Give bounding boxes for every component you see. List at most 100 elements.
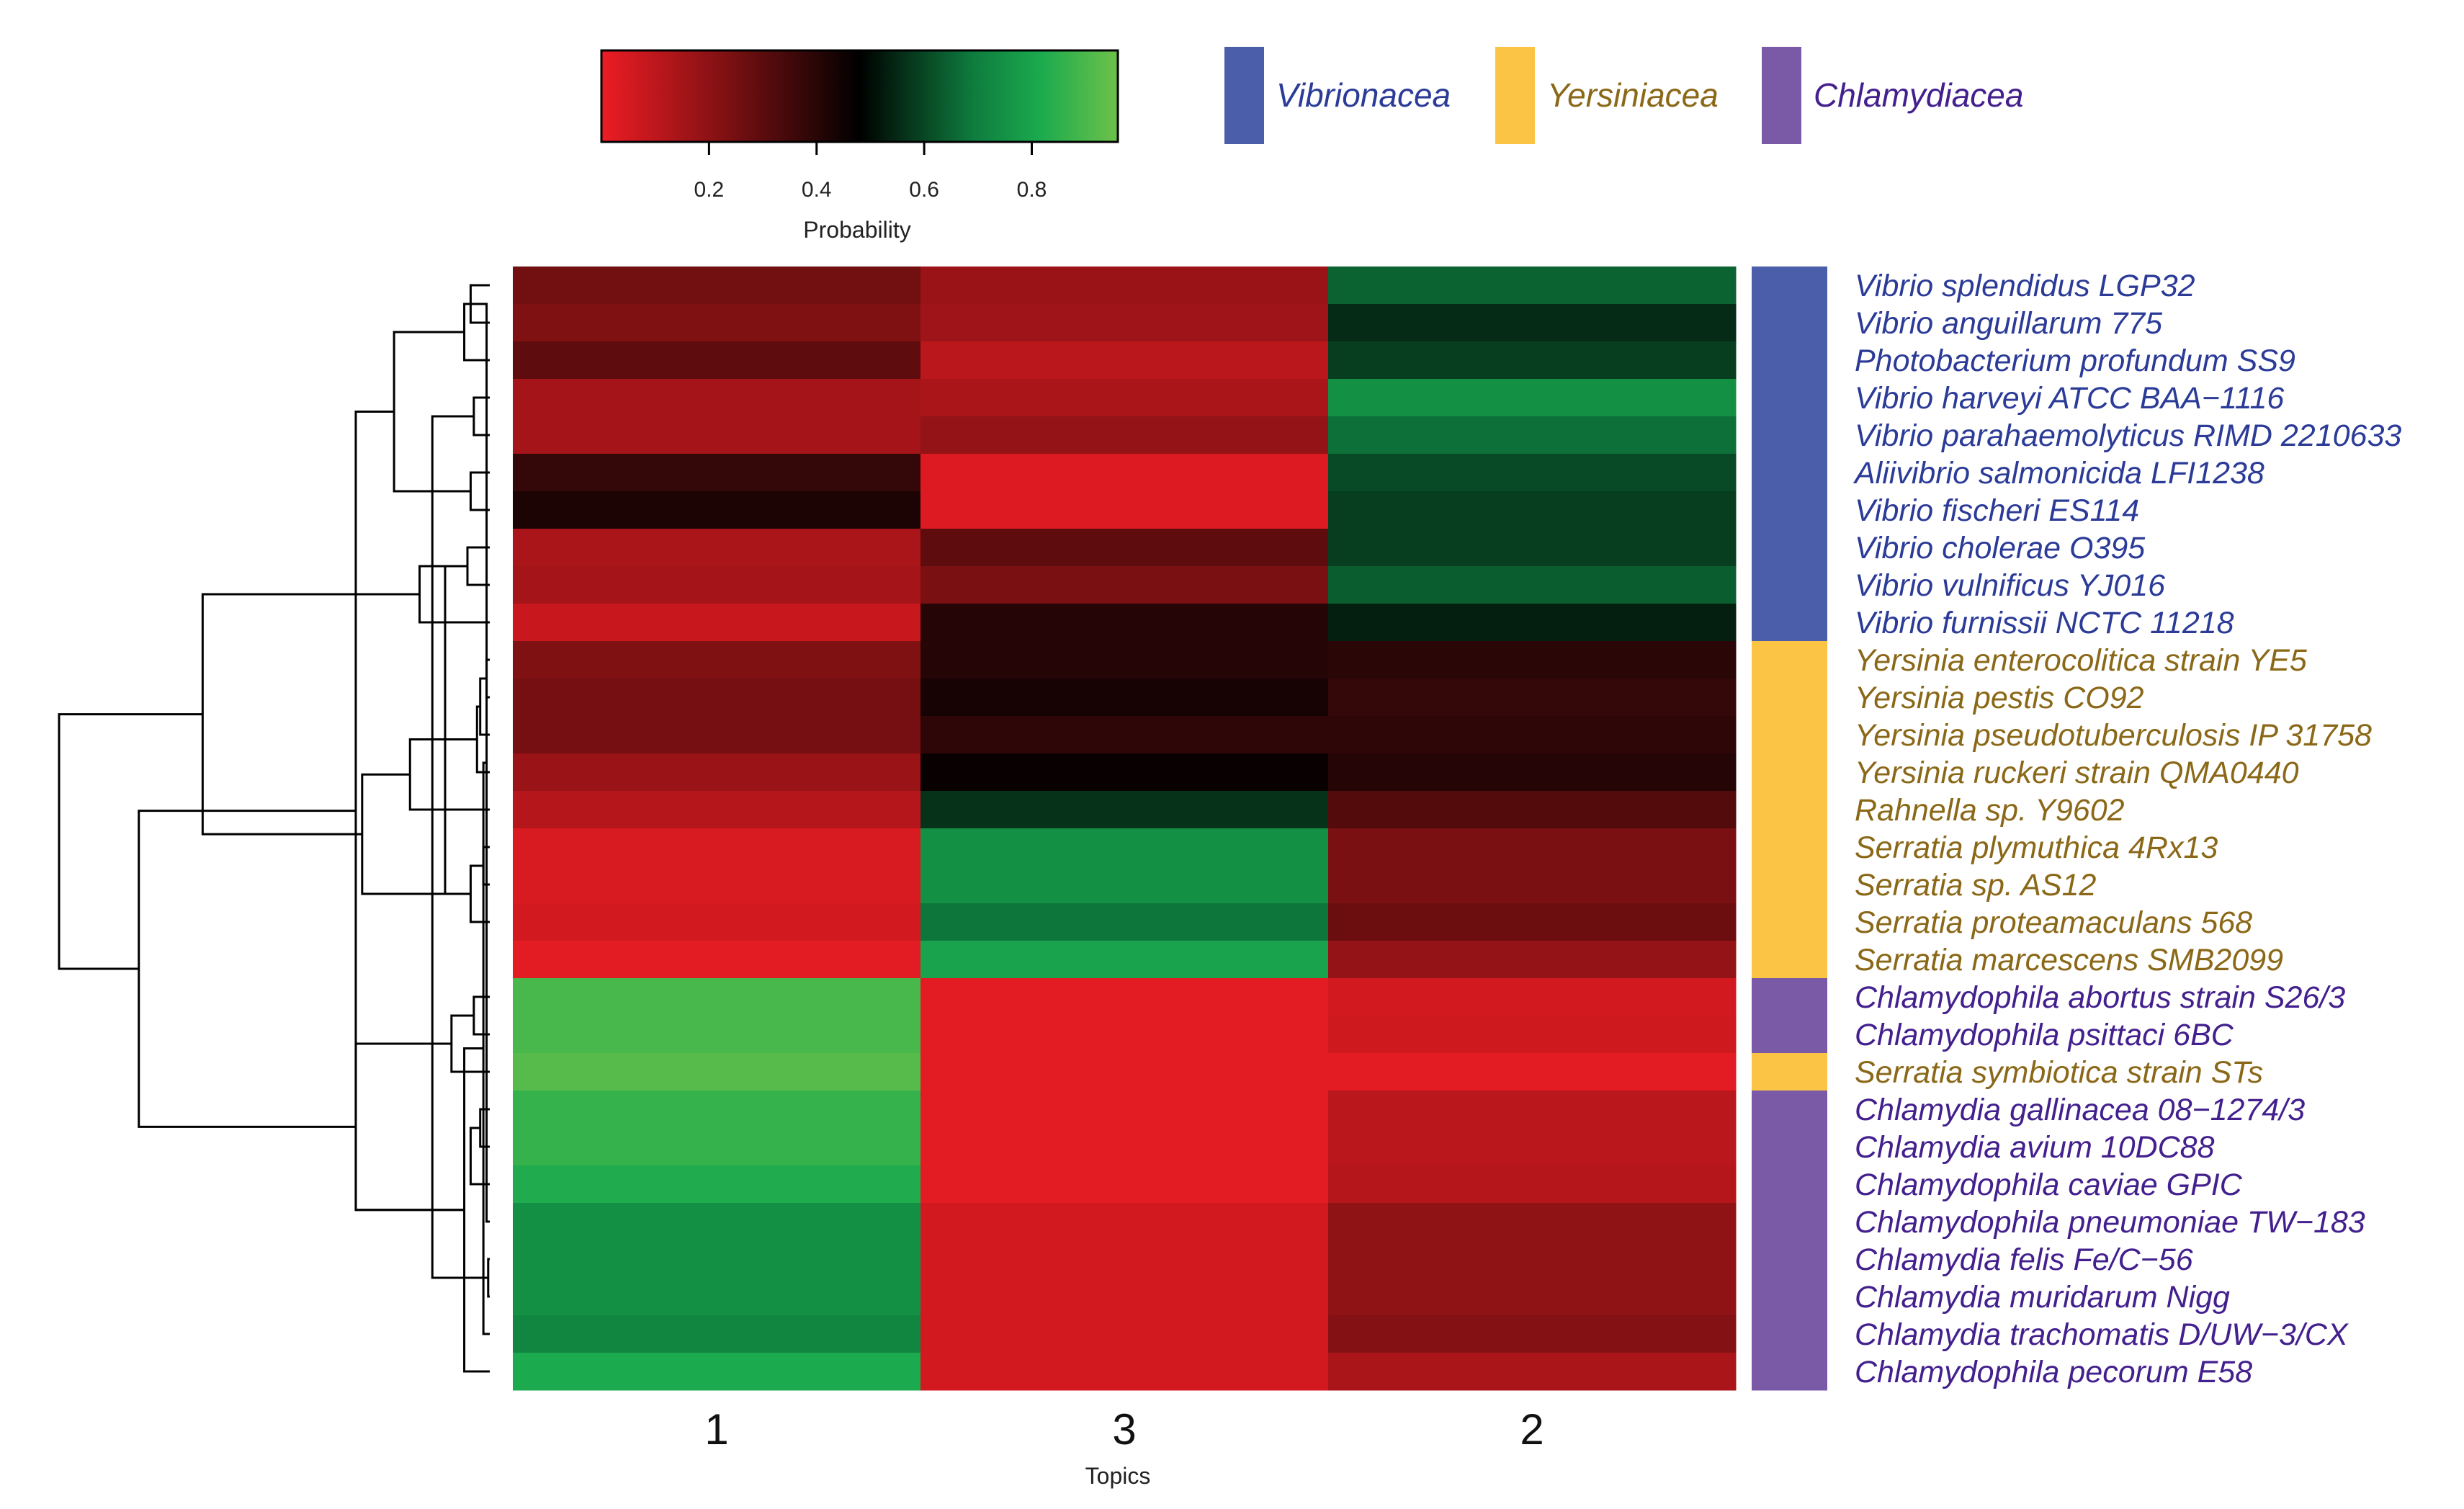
row-label: Vibrio cholerae O395 — [1855, 531, 2146, 565]
family-bar-segment — [1752, 1016, 1827, 1054]
heatmap-cells — [513, 267, 1737, 1391]
row-label: Chlamydia avium 10DC88 — [1855, 1130, 2215, 1165]
row-label: Chlamydophila abortus strain S26/3 — [1855, 980, 2345, 1015]
heatmap-cell — [513, 679, 921, 717]
heatmap-cell — [920, 641, 1329, 679]
family-legend-swatch — [1224, 47, 1264, 144]
heatmap-cell — [1328, 1165, 1737, 1204]
heatmap-cell — [513, 941, 921, 979]
heatmap-cell — [513, 753, 921, 792]
heatmap-cell — [920, 1165, 1329, 1204]
row-label: Yersinia ruckeri strain QMA0440 — [1855, 756, 2299, 790]
family-bar-segment — [1752, 1203, 1827, 1241]
heatmap-cell — [513, 304, 921, 342]
heatmap-cell — [920, 1240, 1329, 1279]
family-bar-segment — [1752, 791, 1827, 829]
dendrogram-branch — [472, 995, 490, 1036]
heatmap-cell — [920, 379, 1329, 417]
heatmap-cell — [513, 791, 921, 829]
family-bar-segment — [1752, 753, 1827, 792]
dendrogram-branch — [487, 1258, 490, 1298]
colorbar-gradient — [600, 49, 1119, 143]
heatmap-cell — [1328, 1315, 1737, 1353]
family-legend-label: Yersiniacea — [1547, 76, 1719, 114]
colorbar-tick-label: 0.2 — [694, 178, 725, 202]
heatmap-cell — [1328, 866, 1737, 904]
row-label: Rahnella sp. Y9602 — [1855, 793, 2125, 828]
row-label: Vibrio furnissii NCTC 11218 — [1855, 606, 2234, 640]
heatmap-cell — [513, 1353, 921, 1391]
dendrogram-branch — [466, 546, 490, 586]
heatmap-cell — [920, 866, 1329, 904]
heatmap-cell — [920, 828, 1329, 867]
family-bar-segment — [1752, 529, 1827, 567]
heatmap-cell — [920, 1315, 1329, 1353]
family-legend-label: Vibrionacea — [1276, 76, 1451, 114]
heatmap-cell — [513, 828, 921, 867]
heatmap-cell — [1328, 566, 1737, 604]
heatmap-cell — [920, 679, 1329, 717]
dendrogram — [58, 284, 490, 1373]
dendrogram-branch — [431, 415, 488, 1279]
family-bar-segment — [1752, 1240, 1827, 1279]
dendrogram-branch — [201, 593, 420, 836]
heatmap-cell — [1328, 753, 1737, 792]
heatmap-cell — [1328, 791, 1737, 829]
heatmap-cell — [1328, 604, 1737, 642]
heatmap-cell — [920, 454, 1329, 492]
heatmap-cell — [920, 1203, 1329, 1241]
row-label: Chlamydophila pneumoniae TW−183 — [1855, 1205, 2365, 1240]
heatmap-cell — [1328, 716, 1737, 754]
row-label: Vibrio vulnificus YJ016 — [1855, 568, 2165, 603]
heatmap-cell — [1328, 1278, 1737, 1316]
heatmap-cell — [1328, 828, 1737, 867]
heatmap-cell — [920, 1353, 1329, 1391]
heatmap-cell — [920, 304, 1329, 342]
column-label: 2 — [1520, 1405, 1544, 1454]
family-bar-segment — [1752, 304, 1827, 342]
heatmap-cell — [920, 1091, 1329, 1129]
heatmap-cell — [513, 903, 921, 941]
heatmap-cell — [513, 416, 921, 455]
row-label: Vibrio fischeri ES114 — [1855, 493, 2139, 528]
heatmap-cell — [920, 267, 1329, 305]
family-bar-segment — [1752, 1165, 1827, 1204]
heatmap-cell — [513, 341, 921, 380]
family-bar-segment — [1752, 641, 1827, 679]
column-label: 3 — [1112, 1405, 1136, 1454]
heatmap-cell — [513, 1165, 921, 1204]
heatmap-cell — [920, 491, 1329, 529]
row-label: Chlamydophila caviae GPIC — [1855, 1168, 2243, 1202]
heatmap-cell — [513, 491, 921, 529]
heatmap-cell — [513, 716, 921, 754]
colorbar-label: Probability — [803, 217, 910, 243]
heatmap-cell — [920, 941, 1329, 979]
family-bar-segment — [1752, 679, 1827, 717]
family-bar-segment — [1752, 1315, 1827, 1353]
heatmap-cell — [513, 1091, 921, 1129]
family-legend-label: Chlamydiacea — [1814, 76, 2023, 114]
heatmap-cell — [1328, 379, 1737, 417]
row-label: Serratia marcescens SMB2099 — [1855, 943, 2283, 977]
colorbar-tick-label: 0.8 — [1017, 178, 1047, 202]
dendrogram-branch — [58, 713, 203, 970]
heatmap-cell — [513, 267, 921, 305]
heatmap-cell — [920, 566, 1329, 604]
family-bar-segment — [1752, 1128, 1827, 1166]
row-label: Serratia symbiotica strain STs — [1855, 1055, 2263, 1090]
family-bar-segment — [1752, 566, 1827, 604]
heatmap-cell — [1328, 903, 1737, 941]
dendrogram-branch — [479, 1108, 490, 1148]
family-bar-segment — [1752, 491, 1827, 529]
heatmap-cell — [1328, 416, 1737, 455]
heatmap-cell — [513, 1128, 921, 1166]
row-label: Vibrio anguillarum 775 — [1855, 306, 2163, 341]
heatmap-cell — [920, 716, 1329, 754]
x-axis-title: Topics — [1085, 1463, 1151, 1489]
row-label: Aliivibrio salmonicida LFI1238 — [1853, 456, 2264, 491]
row-label: Vibrio splendidus LGP32 — [1855, 269, 2195, 303]
family-bar-segment — [1752, 1278, 1827, 1316]
row-label: Chlamydia felis Fe/C−56 — [1855, 1242, 2193, 1277]
